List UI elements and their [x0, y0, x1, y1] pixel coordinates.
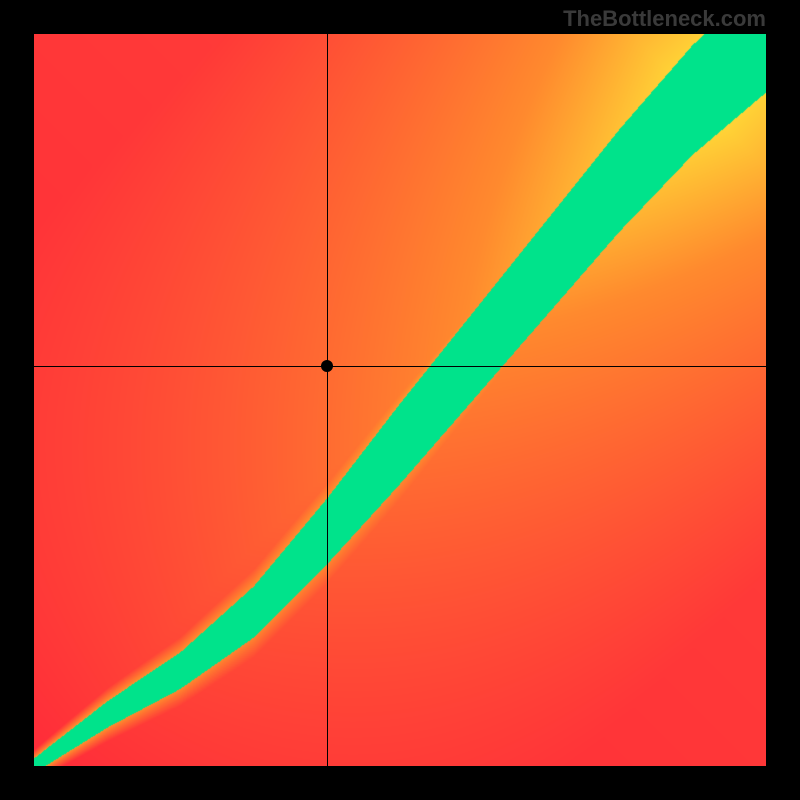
heatmap-canvas: [34, 34, 766, 766]
crosshair-marker: [321, 360, 333, 372]
crosshair-horizontal: [34, 366, 766, 367]
heatmap-plot: [34, 34, 766, 766]
crosshair-vertical: [327, 34, 328, 766]
watermark-text: TheBottleneck.com: [563, 6, 766, 32]
